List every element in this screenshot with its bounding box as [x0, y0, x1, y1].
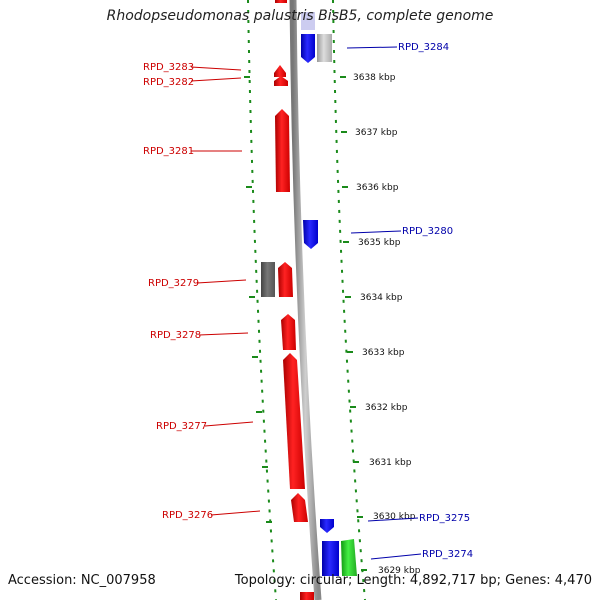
leader-line [210, 510, 261, 516]
left-gene-labels: RPD_3283 RPD_3282 RPD_3281 RPD_3279 RPD_… [143, 62, 261, 521]
gene-label-rpd-3281: RPD_3281 [143, 146, 194, 157]
tick-label: 3630 kbp [373, 512, 416, 522]
gene-rpd-3280 [303, 220, 318, 249]
gene-label-rpd-3283: RPD_3283 [143, 62, 194, 73]
right-gene-labels: RPD_3284 RPD_3280 RPD_3275 RPD_3274 [346, 42, 473, 560]
gene-rpd-3278 [281, 314, 296, 350]
leader-line [346, 46, 398, 49]
leader-line [350, 230, 402, 234]
gene-rpd-3282 [274, 76, 288, 86]
leader-line [190, 77, 242, 82]
tick-label: 3635 kbp [358, 238, 401, 248]
leader-line [204, 421, 254, 427]
gene-rpd-3274 [322, 541, 339, 576]
tick-label: 3636 kbp [356, 183, 399, 193]
gene-light-top [301, 12, 315, 30]
gene-partial-bottom [300, 592, 314, 600]
leader-line [367, 517, 419, 522]
inner-dotted-ring [247, 0, 277, 600]
gene-light-grey [317, 34, 332, 62]
tick-label: 3638 kbp [353, 73, 396, 83]
gene-rpd-3283 [274, 65, 286, 77]
tick-label: 3629 kbp [378, 566, 421, 576]
gene-green [341, 539, 357, 576]
gene-rpd-3277 [283, 353, 305, 489]
dotted-ring-group [247, 0, 366, 600]
genome-title: Rhodopseudomonas palustris BisB5, comple… [106, 8, 494, 24]
gene-label-rpd-3278: RPD_3278 [150, 330, 201, 341]
tick-label: 3633 kbp [362, 348, 405, 358]
outer-dotted-ring [332, 0, 366, 600]
reverse-strand-genes [301, 12, 357, 576]
gene-label-rpd-3280: RPD_3280 [402, 226, 453, 237]
gene-rpd-3275 [320, 519, 334, 533]
gene-rpd-3276 [291, 493, 308, 522]
leader-line [196, 279, 247, 284]
genome-backbone [289, 0, 322, 600]
forward-strand-genes [261, 0, 314, 600]
gene-rpd-3281 [275, 109, 290, 192]
tick-marks [244, 76, 367, 571]
leader-line [198, 332, 249, 336]
gene-label-rpd-3282: RPD_3282 [143, 77, 194, 88]
gene-label-rpd-3284: RPD_3284 [398, 42, 449, 53]
gene-label-rpd-3276: RPD_3276 [162, 510, 213, 521]
tick-label: 3632 kbp [365, 403, 408, 413]
gene-rpd-3279 [278, 262, 293, 297]
gene-label-rpd-3275: RPD_3275 [419, 513, 470, 524]
gene-label-rpd-3279: RPD_3279 [148, 278, 199, 289]
tick-label: 3637 kbp [355, 128, 398, 138]
leader-line [190, 66, 242, 71]
topology-text: Topology: circular; Length: 4,892,717 bp… [234, 573, 592, 588]
gene-label-rpd-3274: RPD_3274 [422, 549, 473, 560]
gene-rpd-3284 [301, 34, 315, 63]
accession-text: Accession: NC_007958 [8, 573, 156, 588]
tick-label: 3631 kbp [369, 458, 412, 468]
tick-label: 3634 kbp [360, 293, 403, 303]
gene-grey-3279a [261, 262, 275, 297]
gene-label-rpd-3277: RPD_3277 [156, 421, 207, 432]
gene-partial-top [275, 0, 287, 3]
leader-line [370, 553, 422, 560]
